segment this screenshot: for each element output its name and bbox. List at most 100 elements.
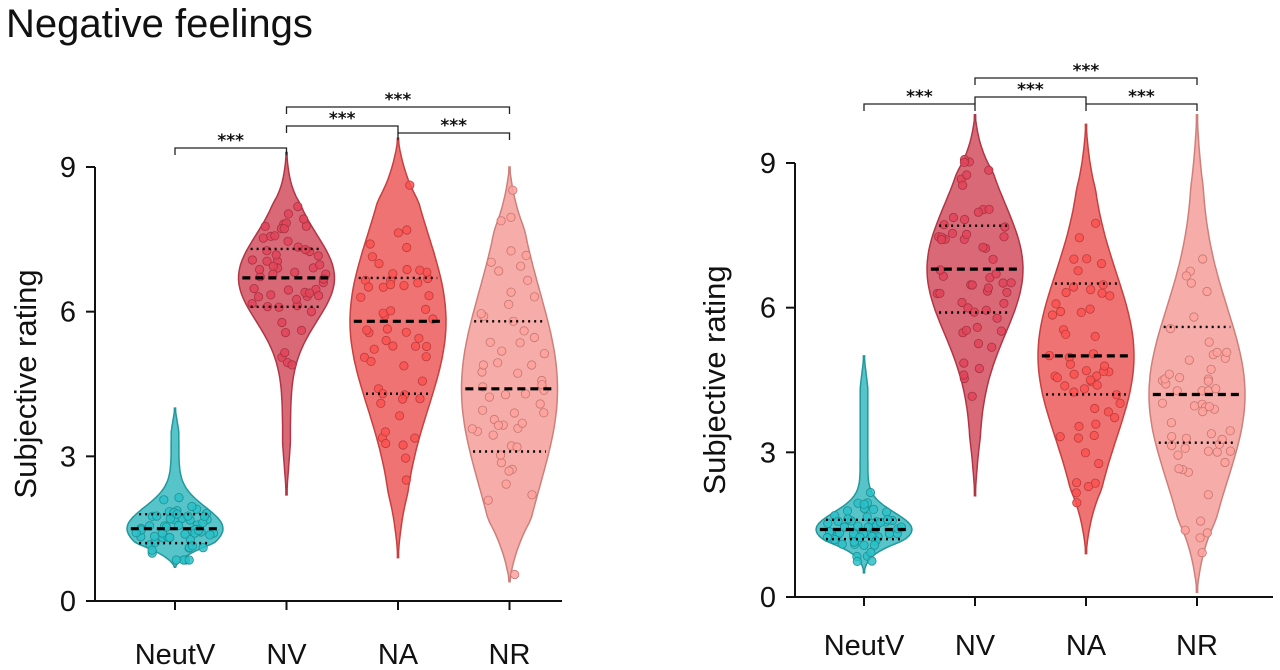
data-point-nv — [972, 322, 982, 332]
y-axis-label: Subjective rating — [697, 265, 732, 494]
data-point-nr — [535, 399, 545, 409]
data-point-nv — [262, 256, 272, 266]
data-point-nv — [290, 267, 300, 277]
data-point-nr — [1212, 447, 1222, 457]
data-point-nv — [270, 231, 280, 241]
data-point-na — [1055, 431, 1065, 442]
data-point-na — [1081, 366, 1092, 376]
data-point-nv — [283, 285, 293, 295]
x-tick-label: NR — [489, 639, 531, 670]
data-point-neutv — [868, 504, 879, 514]
violin-neutv — [126, 407, 224, 568]
data-point-neutv — [183, 511, 193, 521]
data-point-nv — [271, 250, 281, 260]
data-point-na — [365, 239, 375, 249]
significance-bracket — [174, 147, 288, 155]
data-point-na — [420, 304, 431, 314]
data-point-nv — [984, 204, 994, 214]
violin-na — [1037, 123, 1135, 555]
data-point-nv — [973, 338, 984, 349]
data-point-nr — [527, 490, 537, 500]
data-point-na — [1099, 361, 1110, 371]
data-point-nr — [497, 346, 507, 356]
significance-bracket — [397, 132, 511, 140]
data-point-na — [1089, 430, 1099, 441]
data-point-na — [381, 438, 391, 449]
data-point-na — [369, 344, 379, 354]
data-point-neutv — [165, 514, 175, 524]
data-point-nr — [508, 185, 518, 195]
data-point-nv — [967, 280, 977, 290]
data-point-na — [398, 440, 408, 450]
data-point-neutv — [198, 543, 208, 553]
data-point-nv — [935, 288, 945, 298]
data-point-na — [1097, 288, 1107, 298]
data-point-na — [1069, 369, 1079, 379]
figure-title: Negative feelings — [6, 2, 313, 46]
data-point-nr — [1164, 369, 1174, 379]
data-point-nr — [516, 261, 526, 271]
data-point-nv — [959, 358, 969, 368]
significance-label: *** — [440, 116, 467, 136]
data-point-nr — [1198, 254, 1208, 264]
data-point-na — [1083, 481, 1094, 492]
data-point-nr — [517, 418, 527, 428]
data-point-na — [356, 292, 366, 302]
data-point-nv — [987, 342, 997, 352]
data-point-na — [1094, 458, 1104, 469]
data-point-nv — [315, 260, 325, 270]
data-point-na — [381, 335, 391, 346]
data-point-na — [417, 376, 427, 386]
data-point-na — [1103, 407, 1114, 417]
y-tick-label: 6 — [60, 297, 76, 329]
y-tick-label: 3 — [60, 441, 76, 473]
data-point-nr — [537, 380, 547, 390]
data-point-nv — [996, 326, 1007, 336]
data-point-na — [1074, 233, 1085, 243]
data-point-nv — [963, 303, 973, 313]
data-point-na — [374, 258, 384, 269]
data-point-nv — [293, 202, 303, 212]
data-point-na — [424, 291, 434, 301]
data-point-nv — [999, 232, 1009, 242]
data-point-na — [380, 427, 390, 437]
data-point-neutv — [159, 495, 169, 505]
data-point-nr — [1225, 446, 1236, 456]
data-point-nv — [255, 264, 265, 275]
data-point-nr — [486, 257, 496, 267]
data-point-nr — [539, 348, 550, 359]
data-point-na — [1072, 478, 1082, 488]
data-point-nv — [291, 294, 302, 304]
data-point-na — [1056, 306, 1066, 317]
data-point-na — [376, 398, 386, 408]
data-point-nv — [969, 307, 979, 317]
x-tick-label: NeutV — [824, 630, 905, 662]
data-point-neutv — [199, 511, 209, 521]
x-tick-label: NA — [378, 639, 419, 670]
violin-nv — [926, 114, 1024, 497]
data-point-neutv — [152, 511, 162, 521]
y-tick-label: 3 — [760, 437, 776, 469]
data-point-nr — [1184, 355, 1194, 365]
data-point-na — [1069, 254, 1079, 264]
data-point-nv — [260, 221, 270, 231]
data-point-neutv — [822, 532, 833, 543]
data-point-na — [1096, 258, 1107, 269]
violin-nv — [237, 151, 336, 496]
data-point-nr — [1189, 312, 1199, 322]
data-point-nv — [296, 325, 307, 335]
y-tick-label: 0 — [60, 586, 76, 618]
data-point-nv — [974, 363, 985, 374]
data-point-nv — [973, 207, 984, 217]
data-point-neutv — [852, 556, 862, 567]
data-point-nv — [984, 165, 994, 175]
data-point-na — [1079, 384, 1090, 394]
data-point-nv — [277, 317, 287, 328]
data-point-na — [385, 279, 396, 290]
data-point-neutv — [859, 499, 869, 509]
data-point-neutv — [165, 532, 175, 543]
significance-label: *** — [1017, 80, 1044, 100]
data-point-neutv — [174, 492, 184, 503]
data-point-na — [1080, 448, 1091, 458]
significance-label: *** — [329, 109, 356, 129]
